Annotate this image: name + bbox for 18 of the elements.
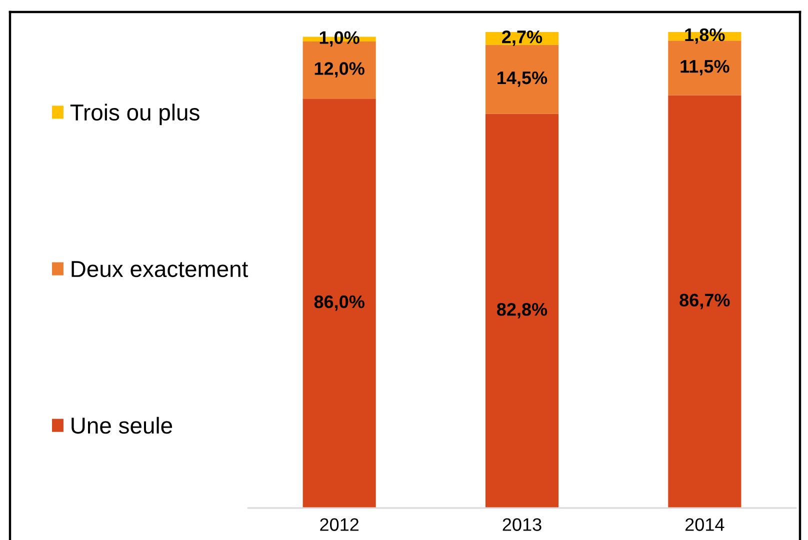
- bar: [485, 114, 559, 508]
- x-tick-label: 2014: [685, 518, 724, 531]
- data-label: 86,0%: [314, 295, 364, 311]
- bar: [302, 98, 376, 508]
- x-tick-label: 2013: [502, 518, 542, 531]
- data-label: 12,0%: [314, 62, 364, 78]
- data-label: 11,5%: [680, 60, 730, 76]
- data-label: 2,7%: [502, 30, 542, 46]
- legend-label: Deux exactement: [72, 261, 248, 278]
- bar: [668, 95, 742, 508]
- bar: [485, 44, 559, 114]
- data-label: 82,8%: [496, 302, 548, 318]
- legend-label: Une seule: [72, 416, 172, 434]
- x-tick-label: 2012: [320, 518, 359, 531]
- legend-label: Trois ou plus: [70, 104, 200, 126]
- data-label: 14,5%: [498, 71, 548, 87]
- data-label: 86,7%: [680, 294, 730, 310]
- data-label: 1,8%: [685, 28, 725, 44]
